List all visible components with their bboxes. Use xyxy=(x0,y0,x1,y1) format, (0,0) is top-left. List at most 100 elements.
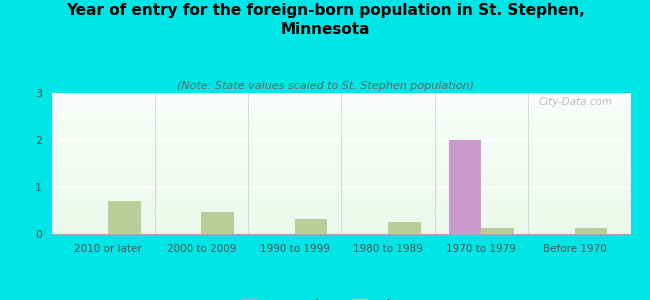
Bar xyxy=(52,146,630,147)
Bar xyxy=(52,115,630,116)
Bar xyxy=(52,108,630,109)
Bar xyxy=(52,181,630,182)
Bar xyxy=(52,139,630,140)
Bar xyxy=(52,135,630,136)
Bar xyxy=(52,117,630,118)
Bar xyxy=(52,106,630,107)
Bar xyxy=(52,142,630,143)
Bar xyxy=(52,217,630,218)
Bar xyxy=(52,228,630,229)
Bar xyxy=(52,141,630,142)
Bar xyxy=(52,158,630,159)
Bar xyxy=(52,107,630,108)
Bar xyxy=(294,219,327,234)
Bar xyxy=(52,101,630,102)
Bar xyxy=(52,125,630,126)
Bar xyxy=(52,105,630,106)
Bar xyxy=(52,226,630,227)
Text: (Note: State values scaled to St. Stephen population): (Note: State values scaled to St. Stephe… xyxy=(177,81,473,91)
Bar xyxy=(52,215,630,216)
Legend: St. Stephen, Minnesota: St. Stephen, Minnesota xyxy=(237,294,446,300)
Bar xyxy=(52,183,630,184)
Bar xyxy=(52,138,630,139)
Bar xyxy=(52,167,630,168)
Bar xyxy=(52,219,630,220)
Bar xyxy=(52,189,630,190)
Bar xyxy=(52,159,630,160)
Bar xyxy=(52,173,630,174)
Bar xyxy=(52,118,630,119)
Bar xyxy=(202,212,234,234)
Bar xyxy=(52,207,630,208)
Bar xyxy=(388,222,421,234)
Bar xyxy=(52,195,630,196)
Bar xyxy=(52,187,630,188)
Bar xyxy=(52,211,630,212)
Bar xyxy=(52,151,630,152)
Bar xyxy=(52,229,630,230)
Bar xyxy=(52,149,630,150)
Bar xyxy=(52,93,630,94)
Bar xyxy=(52,126,630,127)
Bar xyxy=(52,137,630,138)
Bar xyxy=(52,188,630,189)
Bar xyxy=(52,224,630,225)
Bar xyxy=(52,193,630,194)
Bar xyxy=(52,121,630,122)
Bar xyxy=(52,129,630,130)
Bar xyxy=(52,202,630,203)
Bar xyxy=(52,156,630,157)
Bar xyxy=(52,199,630,200)
Text: City-Data.com: City-Data.com xyxy=(539,97,613,107)
Bar xyxy=(52,152,630,153)
Bar xyxy=(52,179,630,180)
Bar xyxy=(52,208,630,209)
Bar xyxy=(52,212,630,213)
Bar xyxy=(52,140,630,141)
Bar xyxy=(52,214,630,215)
Text: Year of entry for the foreign-born population in St. Stephen,
Minnesota: Year of entry for the foreign-born popul… xyxy=(66,3,584,37)
Bar xyxy=(52,145,630,146)
Bar xyxy=(52,122,630,123)
Bar xyxy=(52,198,630,199)
Bar xyxy=(52,161,630,162)
Bar xyxy=(52,114,630,115)
Bar xyxy=(52,176,630,177)
Bar xyxy=(52,98,630,99)
Bar xyxy=(52,144,630,145)
Bar xyxy=(52,218,630,219)
Bar xyxy=(52,222,630,223)
Bar xyxy=(52,233,630,234)
Bar xyxy=(52,120,630,121)
Bar xyxy=(52,166,630,167)
Bar xyxy=(52,192,630,193)
Bar xyxy=(52,200,630,201)
Bar xyxy=(52,225,630,226)
Bar xyxy=(52,123,630,124)
Bar xyxy=(52,153,630,154)
Bar xyxy=(52,206,630,207)
Bar xyxy=(52,210,630,211)
Bar xyxy=(52,116,630,117)
Bar xyxy=(52,94,630,95)
Bar xyxy=(52,205,630,206)
Bar xyxy=(52,96,630,97)
Bar xyxy=(52,180,630,181)
Bar xyxy=(52,113,630,114)
Bar xyxy=(52,204,630,205)
Bar xyxy=(52,119,630,120)
Bar xyxy=(52,110,630,111)
Bar xyxy=(52,203,630,204)
Bar xyxy=(52,155,630,156)
Bar xyxy=(52,231,630,232)
Bar xyxy=(52,220,630,221)
Bar xyxy=(52,130,630,131)
Bar xyxy=(52,163,630,164)
Bar xyxy=(52,194,630,195)
Bar xyxy=(52,213,630,214)
Bar xyxy=(52,221,630,222)
Bar xyxy=(52,124,630,125)
Bar xyxy=(52,132,630,133)
Bar xyxy=(52,232,630,233)
Bar xyxy=(52,165,630,166)
